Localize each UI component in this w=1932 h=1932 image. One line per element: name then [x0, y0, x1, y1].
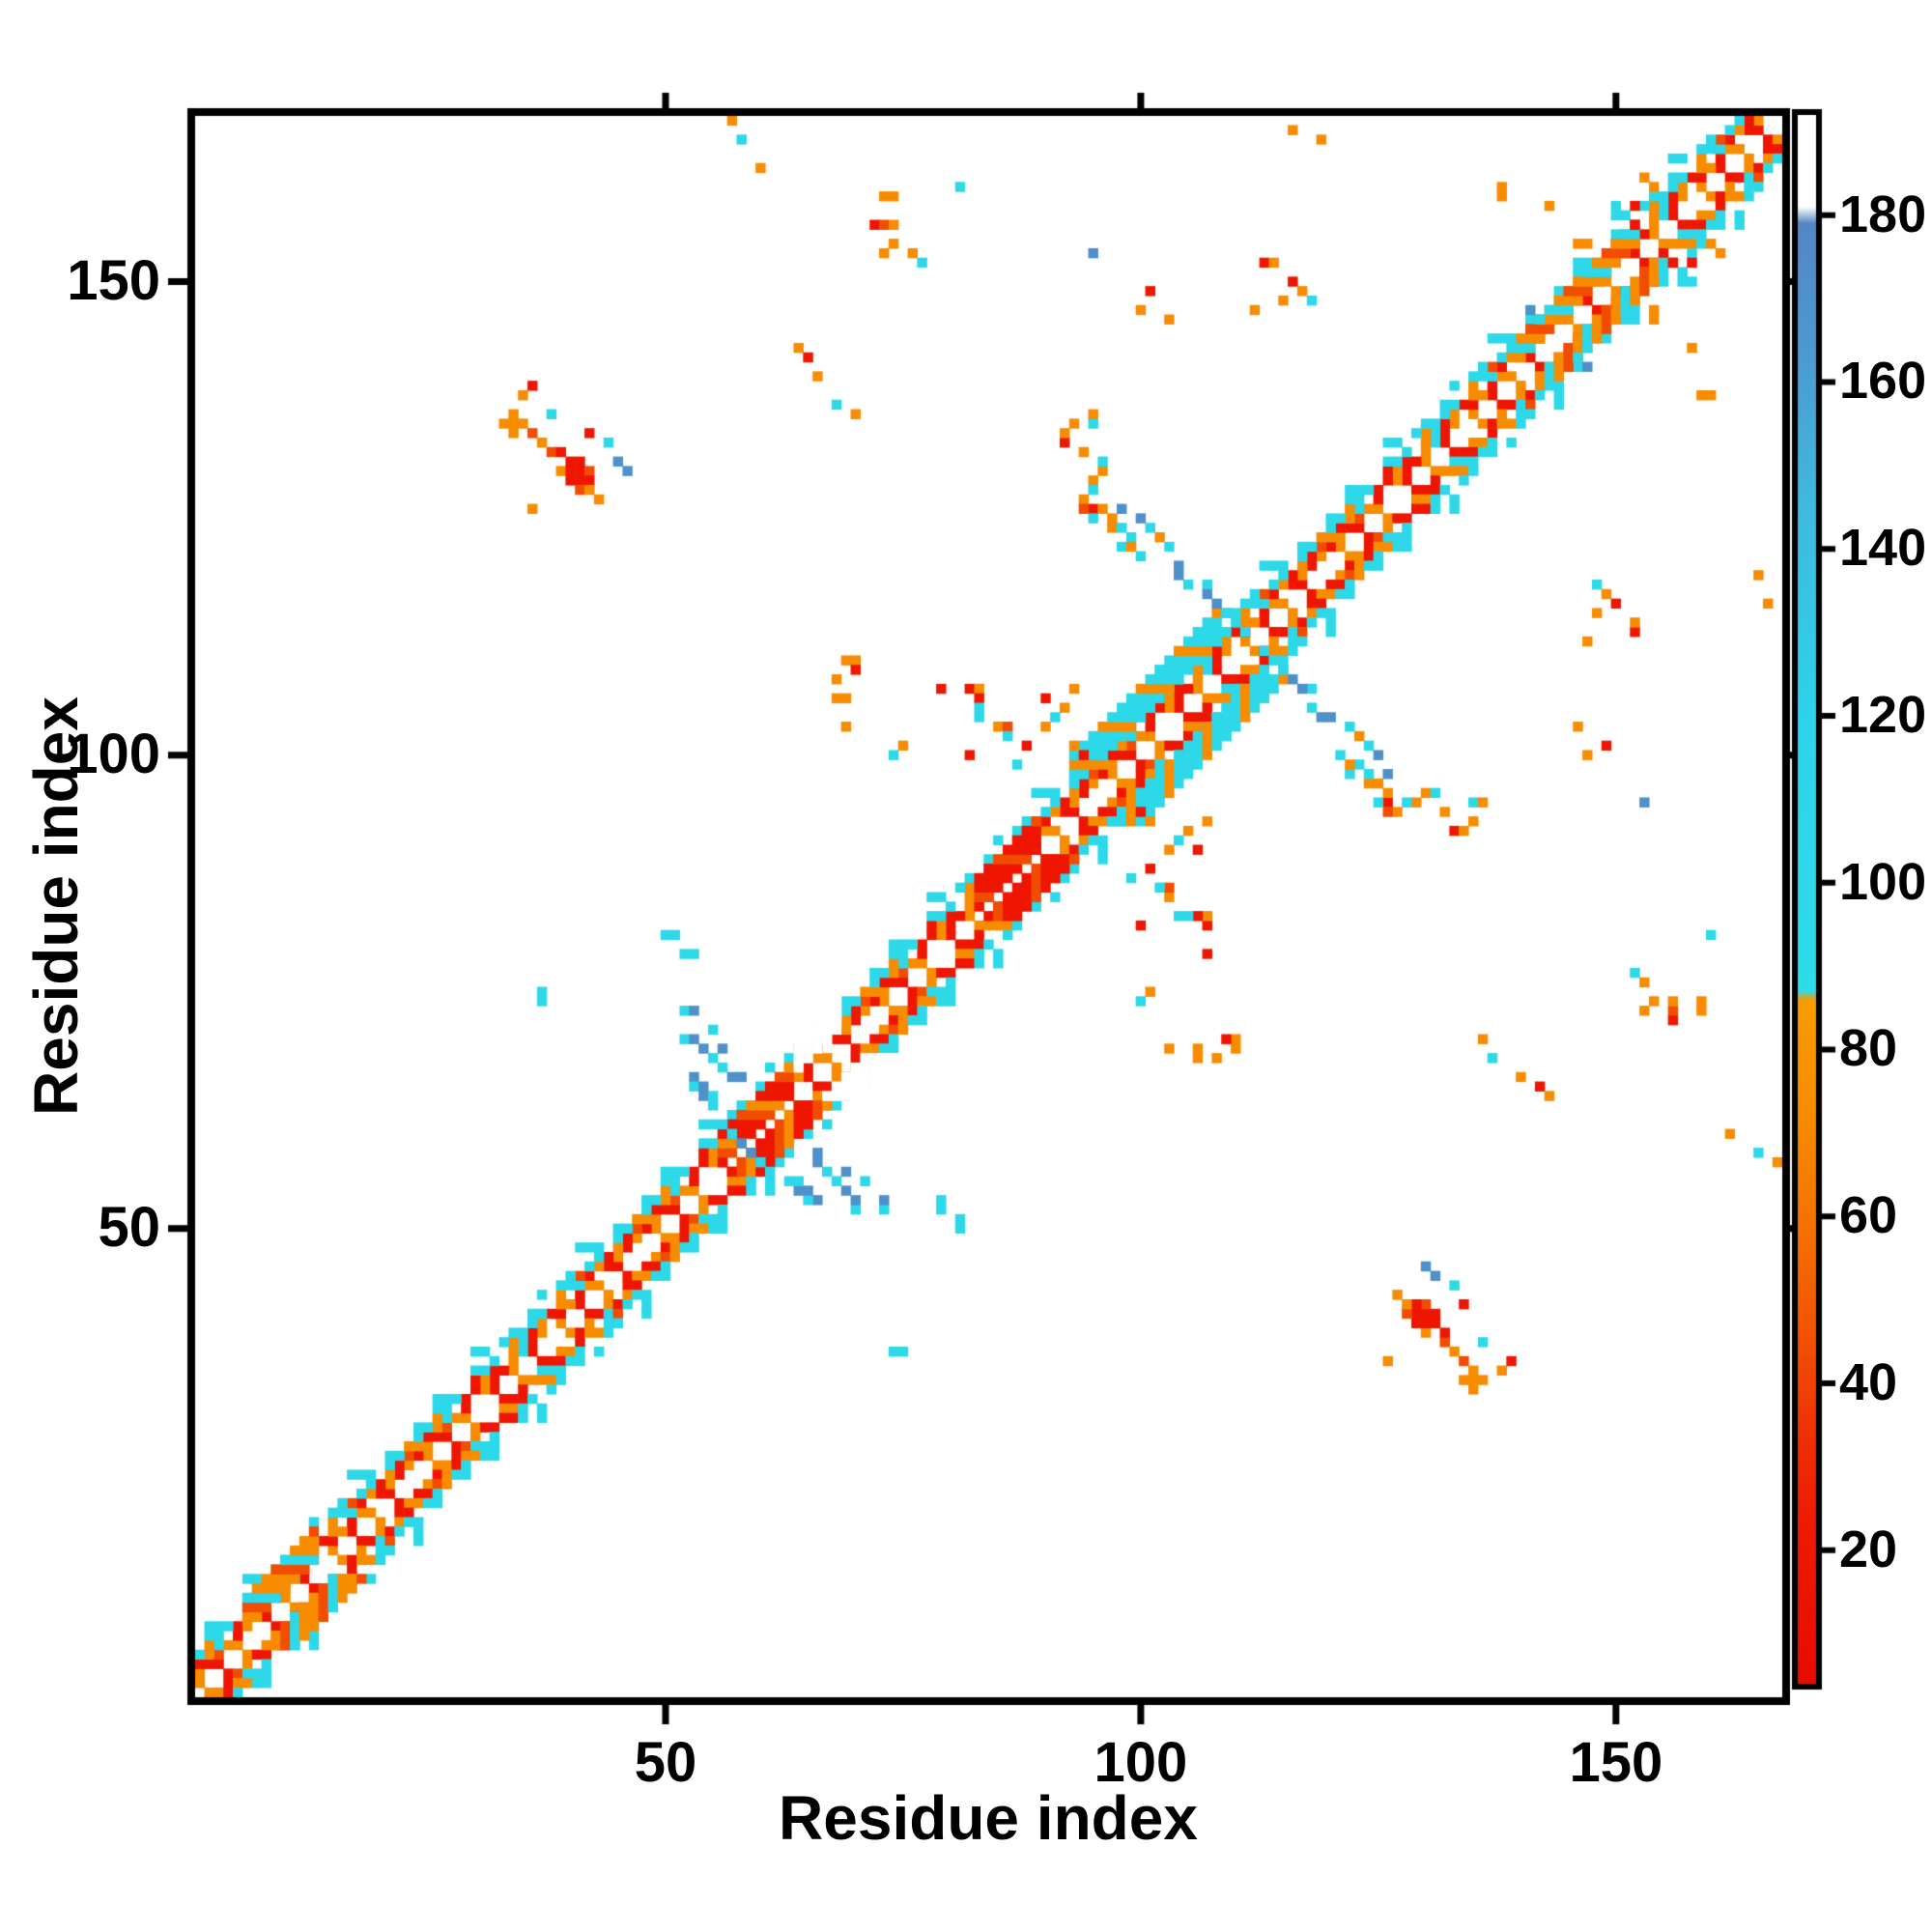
- colorbar-tick-label: 60: [1839, 1186, 1898, 1245]
- colorbar-tick-label: 80: [1839, 1019, 1898, 1078]
- x-tick-label: 150: [1569, 1731, 1663, 1794]
- y-tick-label: 50: [98, 1195, 160, 1259]
- colorbar-tick-label: 100: [1839, 852, 1927, 911]
- colorbar-tick-label: 140: [1839, 518, 1927, 577]
- colorbar-tick-label: 20: [1839, 1520, 1898, 1578]
- y-tick-label: 100: [67, 722, 160, 785]
- colorbar-tick-label: 120: [1839, 685, 1927, 744]
- x-tick-label: 50: [634, 1731, 697, 1794]
- colorbar-tick-label: 160: [1839, 352, 1927, 411]
- x-axis-title: Residue index: [779, 1783, 1198, 1853]
- colorbar-tick-label: 40: [1839, 1352, 1898, 1411]
- colorbar-tick-label: 180: [1839, 185, 1927, 243]
- y-tick-label: 150: [67, 248, 160, 312]
- x-tick-label: 100: [1094, 1731, 1188, 1794]
